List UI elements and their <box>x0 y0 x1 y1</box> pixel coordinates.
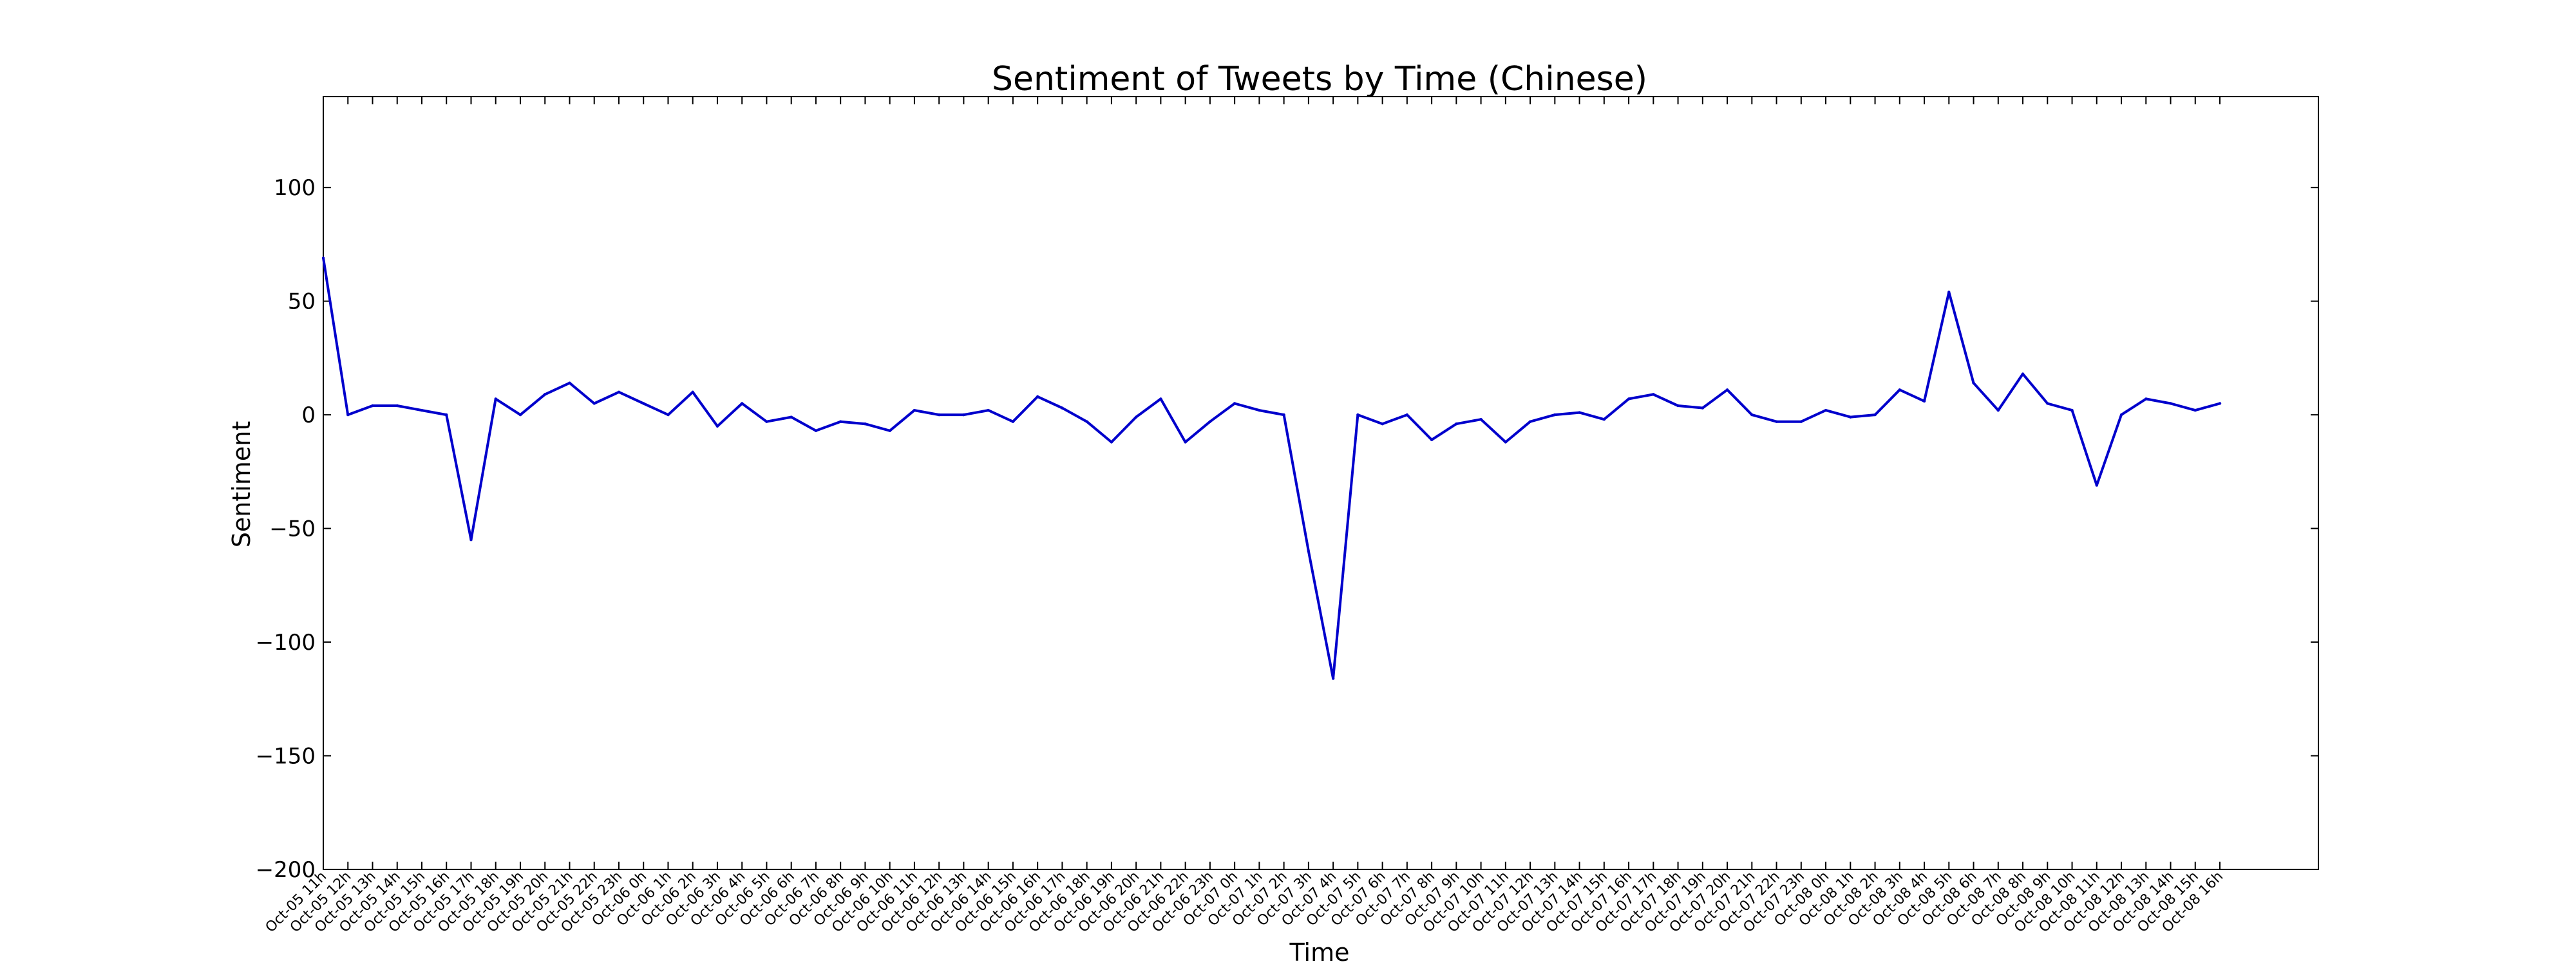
x-axis-title: Time <box>1289 938 1350 966</box>
data-point <box>395 404 399 408</box>
data-point <box>494 397 497 401</box>
data-point <box>592 402 596 405</box>
data-point <box>1725 388 1729 392</box>
data-point <box>1972 381 1975 384</box>
data-point <box>814 429 818 433</box>
data-point <box>642 402 645 405</box>
y-tick-label: −200 <box>256 857 316 883</box>
data-point <box>1578 411 1581 414</box>
y-tick-label: 0 <box>301 402 316 428</box>
data-point <box>371 404 374 408</box>
data-point <box>1110 440 1113 444</box>
data-point <box>1652 393 1655 396</box>
data-point <box>1676 404 1680 408</box>
data-point <box>1824 408 1828 412</box>
data-point <box>2095 484 2098 487</box>
data-point <box>1602 417 1606 421</box>
data-point <box>715 424 719 428</box>
data-point <box>962 413 965 417</box>
data-point <box>1307 549 1311 553</box>
data-point <box>765 420 768 423</box>
data-point <box>1356 413 1359 417</box>
data-point <box>1775 420 1778 423</box>
plot-frame <box>323 96 2319 870</box>
data-point <box>913 408 916 412</box>
y-tick-label: −150 <box>256 744 316 770</box>
y-tick-label: 100 <box>274 175 316 201</box>
data-point <box>617 390 621 394</box>
data-point <box>1208 420 1212 423</box>
data-point <box>790 415 793 419</box>
data-point <box>1479 417 1482 421</box>
data-point <box>1085 420 1088 423</box>
data-point <box>1282 413 1285 417</box>
data-point <box>838 420 842 423</box>
y-tick-label: 50 <box>288 289 316 315</box>
data-point <box>1504 440 1508 444</box>
data-point <box>420 408 424 412</box>
data-point <box>691 390 694 394</box>
data-point <box>937 413 941 417</box>
data-point <box>2145 397 2148 401</box>
data-point <box>1036 395 1039 399</box>
chart-title: Sentiment of Tweets by Time (Chinese) <box>992 60 1647 99</box>
data-point <box>1381 422 1384 426</box>
data-point <box>518 413 522 417</box>
data-point <box>1184 440 1187 444</box>
data-point <box>888 429 891 433</box>
y-axis-title: Sentiment <box>227 421 256 547</box>
data-point <box>2218 402 2222 405</box>
y-tick-label: −50 <box>269 516 316 542</box>
series-line <box>322 258 2221 680</box>
data-point <box>1159 397 1162 401</box>
data-point <box>667 413 670 417</box>
data-point <box>1553 413 1557 417</box>
data-point <box>2119 413 2123 417</box>
data-point <box>1898 388 1902 392</box>
data-point <box>1799 420 1803 423</box>
data-point <box>1233 402 1236 405</box>
data-point <box>1873 413 1877 417</box>
data-point <box>346 413 350 417</box>
data-point <box>445 413 448 417</box>
data-point <box>321 256 325 260</box>
data-point <box>2169 402 2172 405</box>
data-point <box>2070 408 2074 412</box>
data-point <box>1996 408 2000 412</box>
data-point <box>864 422 867 426</box>
data-point <box>1258 408 1261 412</box>
data-point <box>544 393 547 396</box>
data-point <box>1750 413 1754 417</box>
data-point <box>987 408 990 412</box>
data-point <box>1627 397 1631 401</box>
data-point <box>1455 422 1458 426</box>
data-point <box>2193 408 2197 412</box>
data-point <box>1701 406 1705 410</box>
data-point <box>1331 677 1335 680</box>
data-point <box>568 381 571 384</box>
data-point <box>1134 415 1138 419</box>
data-point <box>1528 420 1532 423</box>
data-point <box>1430 438 1434 442</box>
data-point <box>1061 406 1064 410</box>
data-point <box>469 538 473 542</box>
data-point <box>1011 420 1015 423</box>
data-point <box>1405 413 1409 417</box>
data-point <box>2021 372 2025 375</box>
data-point <box>1922 399 1926 403</box>
data-point <box>1849 415 1852 419</box>
data-point <box>740 402 744 405</box>
data-point <box>2046 402 2049 405</box>
y-tick-label: −100 <box>256 630 316 656</box>
data-point <box>1947 290 1951 294</box>
